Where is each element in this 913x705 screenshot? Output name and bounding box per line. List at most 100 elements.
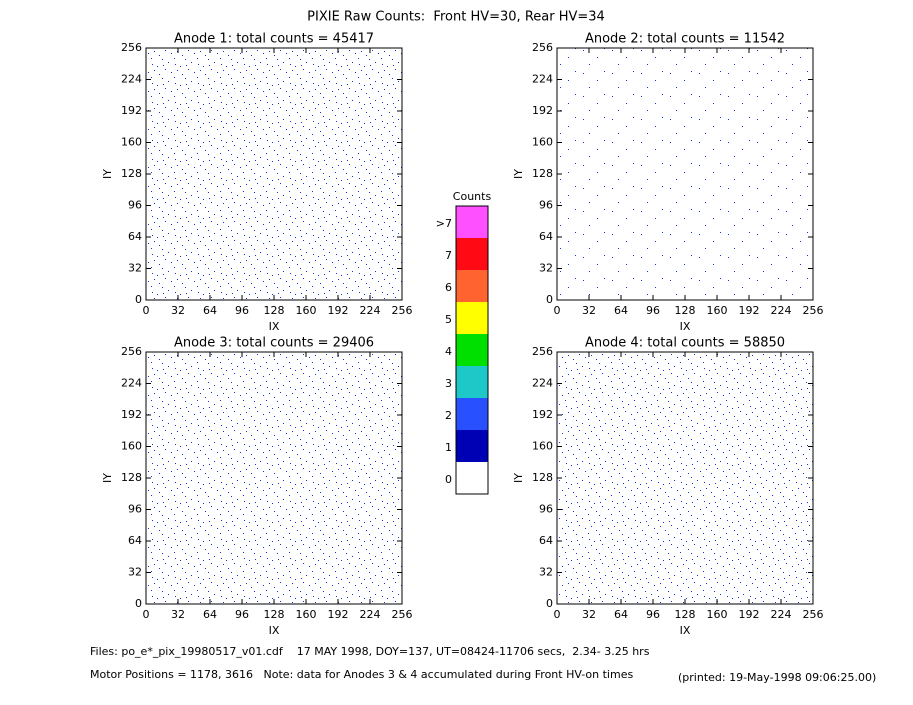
x-axis-label: IX (680, 624, 691, 637)
colorbar-title: Counts (453, 190, 492, 203)
x-tick-label: 0 (143, 608, 150, 621)
x-tick-label: 32 (171, 608, 185, 621)
x-axis-label: IX (680, 320, 691, 333)
y-tick-label: 0 (546, 293, 553, 306)
colorbar-swatch (456, 366, 488, 398)
x-tick-label: 0 (554, 304, 561, 317)
y-tick-label: 256 (121, 41, 142, 54)
panel-title: Anode 4: total counts = 58850 (585, 336, 785, 351)
heatmap-image (146, 352, 402, 604)
x-tick-label: 96 (646, 608, 660, 621)
x-tick-label: 64 (614, 608, 628, 621)
colorbar-swatch (456, 462, 488, 494)
y-tick-label: 224 (532, 377, 553, 390)
colorbar-label: 2 (445, 409, 452, 422)
x-tick-label: 64 (203, 608, 217, 621)
y-tick-label: 96 (128, 199, 142, 212)
x-tick-label: 224 (360, 608, 381, 621)
y-tick-label: 224 (121, 73, 142, 86)
colorbar-swatch (456, 430, 488, 462)
colorbar-label: 7 (445, 249, 452, 262)
y-tick-label: 192 (532, 104, 553, 117)
colorbar-label: 0 (445, 473, 452, 486)
x-tick-label: 96 (646, 304, 660, 317)
y-tick-label: 0 (135, 293, 142, 306)
y-tick-label: 32 (539, 262, 553, 275)
y-tick-label: 96 (539, 199, 553, 212)
x-tick-label: 128 (675, 304, 696, 317)
colorbar-swatch (456, 398, 488, 430)
colorbar-label: 5 (445, 313, 452, 326)
y-axis-label: IY (101, 169, 114, 179)
y-axis-label: IY (101, 473, 114, 483)
x-tick-label: 192 (739, 304, 760, 317)
x-tick-label: 64 (203, 304, 217, 317)
y-tick-label: 192 (532, 408, 553, 421)
heatmap-image (557, 48, 813, 300)
y-tick-label: 0 (546, 597, 553, 610)
heatmap-image (557, 352, 813, 604)
heatmap-image (146, 48, 402, 300)
y-tick-label: 32 (128, 262, 142, 275)
colorbar-swatch (456, 238, 488, 270)
x-tick-label: 224 (771, 304, 792, 317)
y-tick-label: 160 (121, 440, 142, 453)
y-tick-label: 64 (128, 230, 142, 243)
x-tick-label: 96 (235, 304, 249, 317)
y-tick-label: 64 (539, 534, 553, 547)
y-tick-label: 256 (532, 41, 553, 54)
page-title: PIXIE Raw Counts: Front HV=30, Rear HV=3… (307, 10, 605, 25)
colorbar-label: 6 (445, 281, 452, 294)
x-tick-label: 192 (328, 608, 349, 621)
y-tick-label: 128 (532, 167, 553, 180)
x-tick-label: 64 (614, 304, 628, 317)
y-axis-label: IY (512, 473, 525, 483)
x-tick-label: 96 (235, 608, 249, 621)
x-tick-label: 160 (296, 304, 317, 317)
colorbar-swatch (456, 302, 488, 334)
x-tick-label: 192 (328, 304, 349, 317)
x-tick-label: 128 (675, 608, 696, 621)
x-tick-label: 0 (143, 304, 150, 317)
x-axis-label: IX (269, 624, 280, 637)
colorbar-swatch (456, 270, 488, 302)
y-tick-label: 128 (532, 471, 553, 484)
colorbar-label: 1 (445, 441, 452, 454)
y-tick-label: 192 (121, 104, 142, 117)
panel-title: Anode 3: total counts = 29406 (174, 336, 374, 351)
y-tick-label: 160 (532, 136, 553, 149)
y-tick-label: 64 (539, 230, 553, 243)
footer-printed: (printed: 19-May-1998 09:06:25.00) (678, 671, 876, 684)
y-tick-label: 64 (128, 534, 142, 547)
colorbar-label: 3 (445, 377, 452, 390)
y-tick-label: 128 (121, 471, 142, 484)
y-tick-label: 256 (121, 345, 142, 358)
x-tick-label: 160 (707, 304, 728, 317)
y-tick-label: 224 (121, 377, 142, 390)
x-tick-label: 128 (264, 608, 285, 621)
x-tick-label: 32 (582, 304, 596, 317)
x-tick-label: 256 (392, 608, 413, 621)
x-tick-label: 256 (392, 304, 413, 317)
x-tick-label: 160 (707, 608, 728, 621)
y-tick-label: 224 (532, 73, 553, 86)
x-tick-label: 0 (554, 608, 561, 621)
x-tick-label: 224 (360, 304, 381, 317)
y-tick-label: 192 (121, 408, 142, 421)
y-tick-label: 0 (135, 597, 142, 610)
x-tick-label: 32 (171, 304, 185, 317)
x-axis-label: IX (269, 320, 280, 333)
y-tick-label: 160 (121, 136, 142, 149)
x-tick-label: 224 (771, 608, 792, 621)
x-tick-label: 32 (582, 608, 596, 621)
y-tick-label: 128 (121, 167, 142, 180)
colorbar-label: 4 (445, 345, 452, 358)
colorbar-swatch (456, 206, 488, 238)
x-tick-label: 256 (803, 304, 824, 317)
x-tick-label: 160 (296, 608, 317, 621)
y-axis-label: IY (512, 169, 525, 179)
colorbar-swatch (456, 334, 488, 366)
y-tick-label: 32 (128, 566, 142, 579)
colorbar-label: >7 (436, 217, 452, 230)
